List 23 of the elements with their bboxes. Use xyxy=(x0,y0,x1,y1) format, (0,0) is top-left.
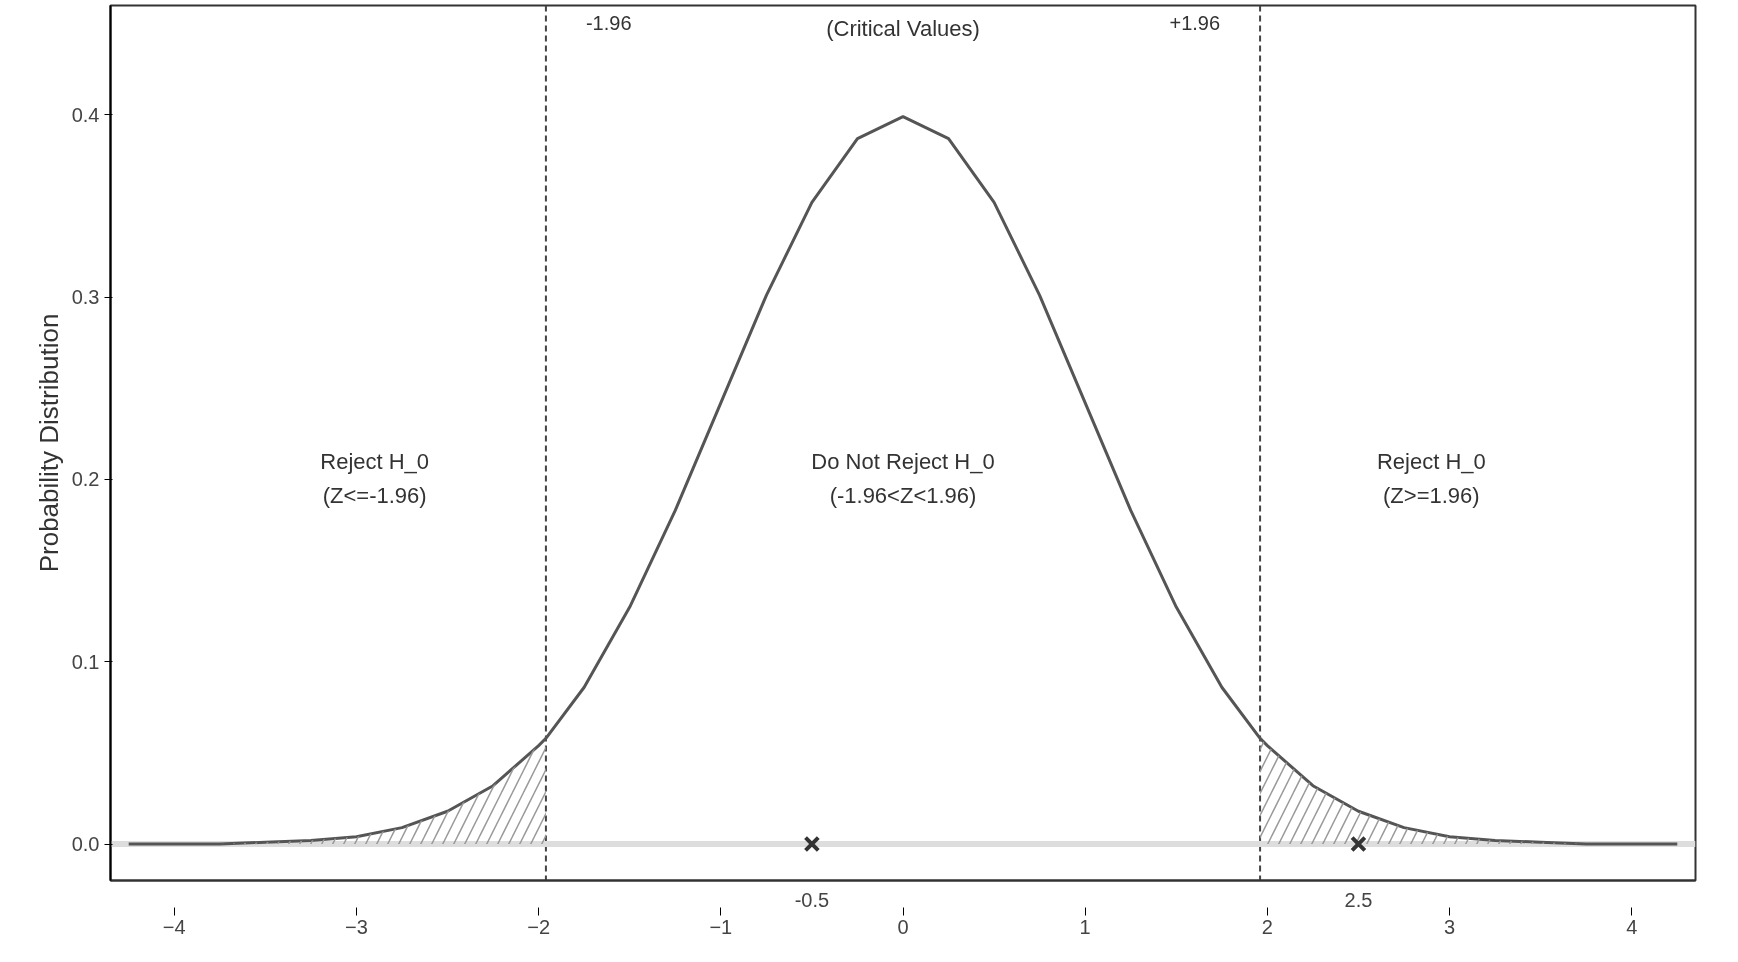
y-tick-label: 0.0 xyxy=(71,833,100,856)
y-tick-label: 0.4 xyxy=(71,103,100,126)
x-tick-label: 1 xyxy=(1079,915,1091,938)
x-tick-label: −2 xyxy=(527,915,551,938)
y-axis-title: Probability Distribution xyxy=(33,313,64,573)
annotation: Reject H_0 (Z<=-1.96) xyxy=(320,448,430,508)
y-tick-label: 0.1 xyxy=(71,650,100,673)
x-tick-label: 2 xyxy=(1261,915,1273,938)
x-tick-label: 0 xyxy=(897,915,909,938)
x-tick-label: 3 xyxy=(1443,915,1456,938)
y-tick-label: 0.2 xyxy=(71,468,100,491)
annotation: 2.5 xyxy=(1344,888,1373,911)
ref-line-label: -1.96 xyxy=(585,11,632,34)
annotation: -0.5 xyxy=(794,888,830,911)
annotation: (Critical Values) xyxy=(826,15,980,41)
y-tick-label: 0.3 xyxy=(71,286,100,309)
x-tick-label: −3 xyxy=(345,915,368,938)
annotation: Reject H_0 (Z>=1.96) xyxy=(1376,448,1486,508)
ref-line-label: +1.96 xyxy=(1169,11,1221,34)
x-tick-label: 4 xyxy=(1626,915,1638,938)
x-tick-label: −1 xyxy=(709,915,733,938)
x-tick-label: −4 xyxy=(162,915,186,938)
annotation: Do Not Reject H_0 (-1.96<Z<1.96) xyxy=(811,448,995,508)
